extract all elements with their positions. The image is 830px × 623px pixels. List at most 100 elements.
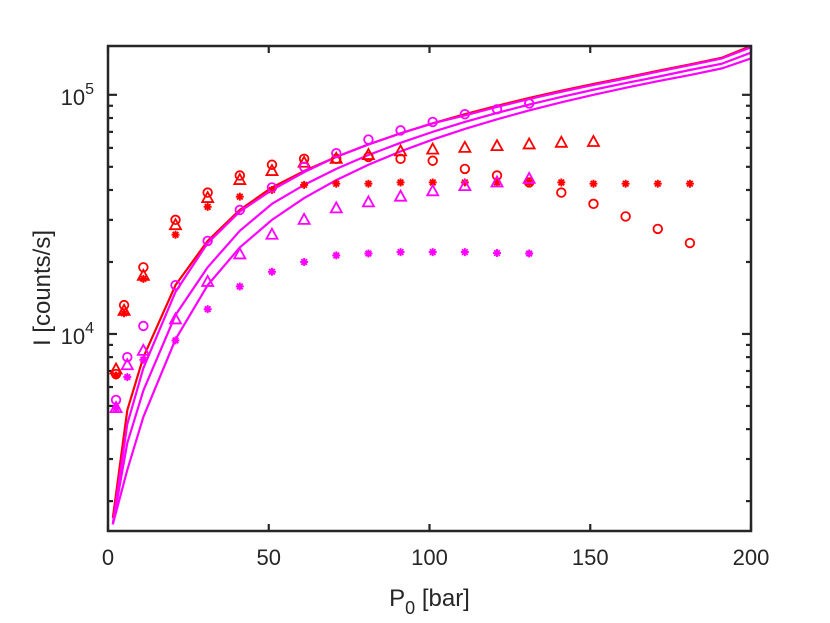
data-point-circle (395, 125, 406, 136)
data-point-triangle (297, 211, 312, 225)
data-point-star (267, 267, 276, 276)
x-axis-label-unit: [bar] (415, 585, 470, 612)
data-point-star (235, 282, 244, 291)
data-point-circle (556, 187, 567, 198)
data-point-star (300, 180, 309, 189)
data-point-star (428, 178, 437, 187)
data-point-star (621, 179, 630, 188)
y-tick-label-exponent: 5 (85, 81, 94, 98)
y-tick-label-base: 10 (61, 85, 85, 110)
data-point-circle (459, 163, 471, 175)
data-point-circle (523, 98, 535, 109)
data-point-circle (138, 320, 149, 332)
data-point-star (139, 355, 148, 364)
data-point-star (300, 257, 309, 266)
y-tick-label: 105 (61, 81, 94, 110)
magenta-triangles-series (109, 171, 537, 413)
x-tick-label: 50 (257, 545, 281, 570)
data-point-triangle (425, 183, 440, 197)
data-point-star (203, 305, 212, 314)
data-point-circle (202, 235, 213, 247)
data-point-star (685, 179, 694, 188)
data-point-star (653, 179, 662, 188)
curve-lines (111, 44, 752, 525)
data-point-circle (234, 170, 246, 181)
magenta-stars-series (112, 248, 534, 413)
plot-frame (106, 44, 753, 533)
data-point-circle (122, 351, 133, 363)
data-point-star (364, 249, 373, 258)
data-point-triangle (200, 190, 215, 203)
data-point-triangle (489, 138, 505, 152)
data-point-triangle (297, 154, 312, 168)
x-tick-label: 150 (572, 545, 609, 570)
data-point-triangle (586, 134, 601, 147)
data-point-triangle (120, 357, 135, 371)
data-point-triangle (393, 188, 408, 202)
data-point-circle (459, 108, 471, 120)
data-point-triangle (457, 140, 472, 153)
data-point-star (396, 178, 405, 187)
data-point-triangle (168, 311, 183, 325)
x-axis-label-main: P (389, 585, 405, 612)
data-point-triangle (329, 150, 344, 164)
data-markers (109, 98, 696, 413)
data-point-triangle (425, 141, 440, 155)
data-point-triangle (489, 174, 505, 188)
data-point-circle (234, 204, 246, 216)
x-tick-label: 100 (411, 545, 448, 570)
data-point-triangle (264, 163, 279, 176)
data-point-triangle (264, 226, 279, 240)
data-point-triangle (554, 134, 569, 148)
data-point-star (171, 230, 180, 239)
data-point-triangle (522, 136, 537, 150)
data-point-triangle (522, 171, 537, 184)
data-point-circle (363, 134, 374, 145)
data-point-star (460, 248, 469, 257)
data-point-circle (202, 187, 213, 198)
data-point-circle (652, 223, 663, 235)
data-point-circle (491, 104, 503, 115)
data-point-star (428, 248, 437, 257)
x-tick-label: 0 (102, 545, 114, 570)
magenta-curve-2 (111, 51, 752, 525)
data-point-star (171, 336, 180, 345)
data-point-star (493, 178, 502, 187)
data-point-circle (298, 161, 310, 173)
y-tick-label-base: 10 (61, 324, 85, 349)
magenta-circles-series (110, 98, 535, 406)
data-point-circle (427, 155, 438, 166)
x-tick-label: 200 (733, 545, 770, 570)
data-point-triangle (232, 246, 247, 260)
data-point-star (364, 179, 373, 188)
data-point-triangle (232, 172, 247, 185)
data-point-star (120, 309, 129, 318)
x-axis-label: P0 [bar] (389, 585, 470, 618)
data-point-star (525, 249, 534, 258)
data-point-triangle (200, 274, 215, 287)
data-point-star (112, 404, 121, 413)
data-point-circle (427, 116, 438, 128)
data-point-circle (331, 147, 342, 159)
data-point-star (396, 248, 405, 257)
data-point-circle (684, 237, 696, 249)
data-point-star (267, 185, 276, 194)
data-point-circle (170, 214, 181, 226)
data-point-circle (620, 211, 631, 222)
data-point-star (557, 178, 566, 187)
data-point-circle (266, 159, 278, 170)
data-point-star (112, 371, 121, 380)
data-point-star (493, 249, 502, 258)
data-point-circle (588, 198, 599, 210)
data-point-star (139, 274, 148, 283)
data-point-star (203, 202, 212, 211)
data-point-star (332, 251, 341, 260)
y-axis-label: I [counts/s] (29, 230, 56, 346)
data-point-triangle (329, 200, 344, 214)
data-point-triangle (136, 342, 151, 356)
data-point-triangle (168, 217, 183, 231)
data-point-star (235, 192, 244, 201)
data-point-triangle (393, 143, 408, 157)
